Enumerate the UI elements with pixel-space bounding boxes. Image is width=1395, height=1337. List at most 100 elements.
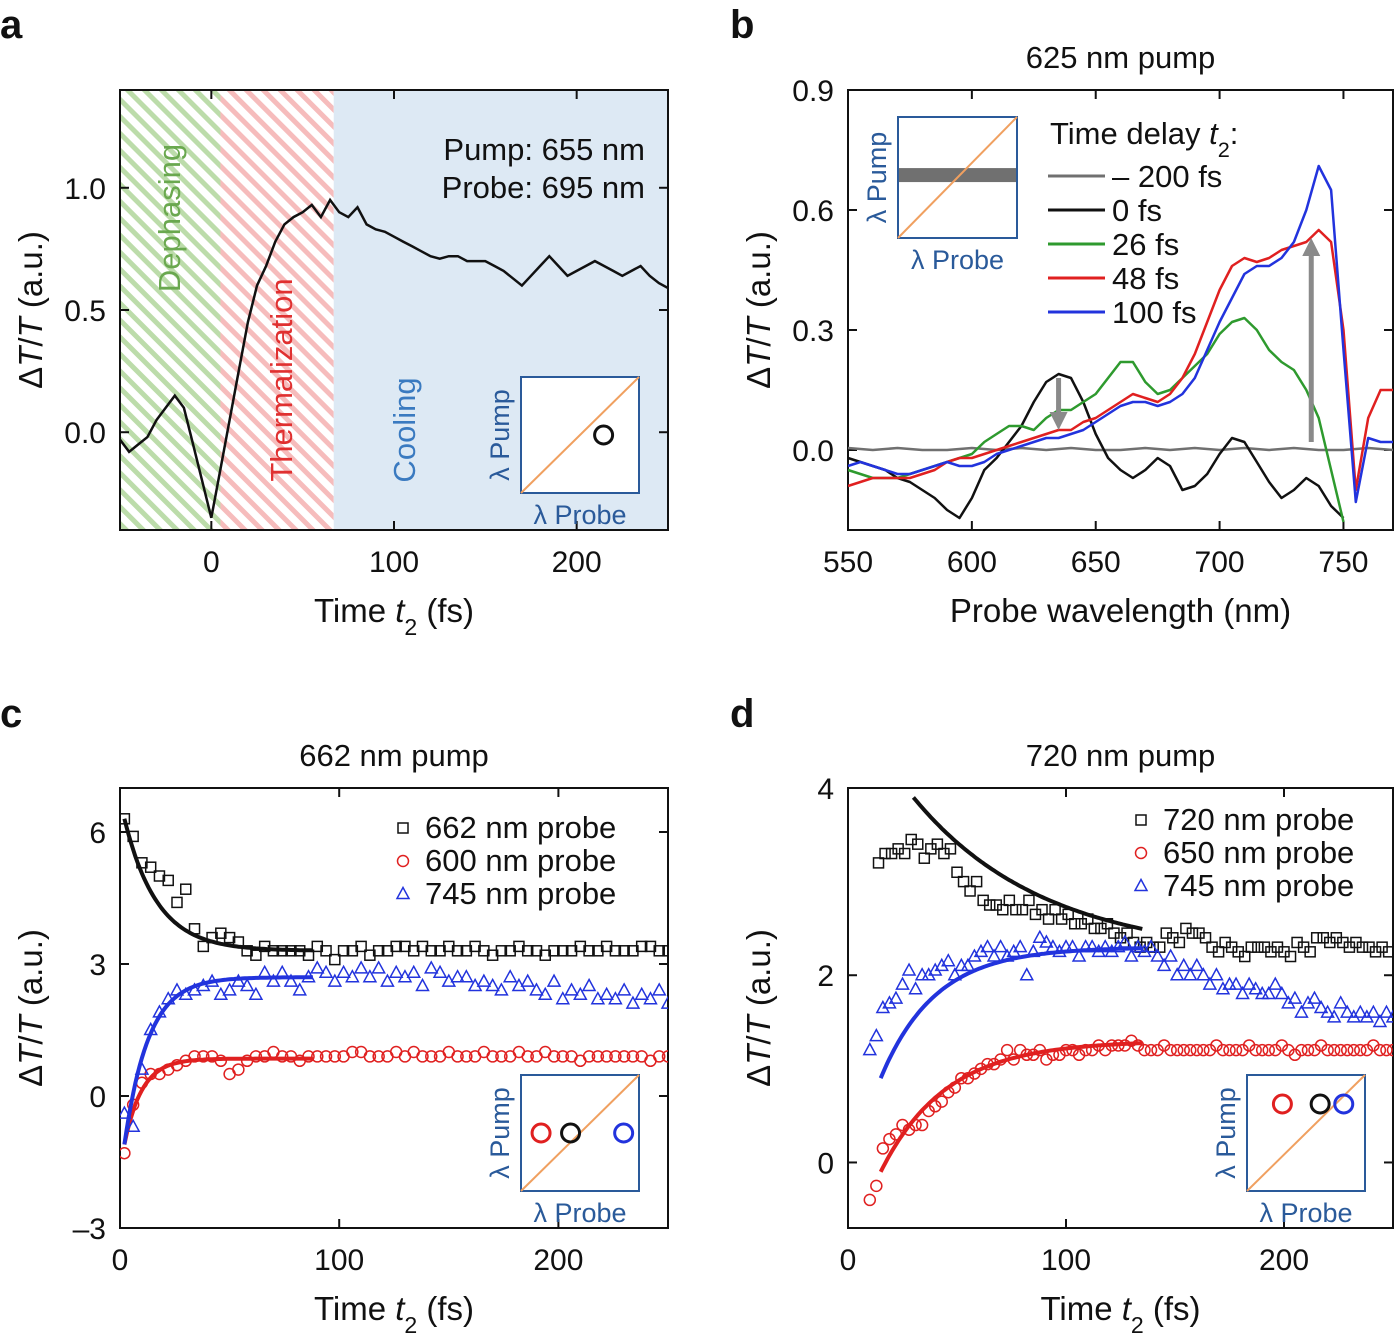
data-point-triangle — [1313, 999, 1329, 1014]
data-point-triangle — [1320, 1004, 1335, 1018]
data-point-triangle — [546, 973, 562, 987]
data-point-triangle — [1209, 967, 1224, 981]
inset-pump-label: λ Pump — [485, 1087, 515, 1179]
data-point-triangle — [1032, 929, 1048, 944]
y-axis-label-part: T — [12, 1042, 49, 1065]
data-point-square — [1199, 932, 1212, 944]
data-point-circle — [547, 1050, 561, 1063]
data-point-triangle — [1202, 976, 1218, 990]
inset-marker-black — [593, 424, 615, 446]
fit-curve-blue — [878, 946, 1143, 1079]
data-point-circle — [363, 1050, 377, 1063]
data-point-circle — [249, 1050, 263, 1063]
data-point-triangle — [993, 939, 1008, 953]
data-point-square — [1068, 917, 1081, 930]
region-dephasing — [120, 90, 221, 530]
data-point-square — [879, 847, 891, 860]
data-point-triangle — [345, 969, 360, 983]
y-tick-label: 6 — [89, 817, 106, 850]
y-tick-label: –3 — [73, 1213, 106, 1246]
fit-curve-black — [911, 796, 1143, 931]
fit-curve-red — [122, 1056, 313, 1145]
data-point-circle — [955, 1071, 968, 1085]
data-point-triangle — [388, 964, 404, 979]
data-point-square — [1042, 913, 1055, 925]
y-axis-label-part: / — [12, 1035, 49, 1045]
y-axis-label-part: T — [740, 344, 777, 367]
inset-pump-label: λ Pump — [1211, 1087, 1241, 1179]
data-point-triangle — [1268, 976, 1283, 990]
x-tick-label: 0 — [840, 1244, 857, 1277]
data-point-square — [1212, 946, 1225, 958]
y-tick-label: 0.3 — [792, 315, 834, 348]
data-point-triangle — [336, 964, 351, 979]
legend-marker-triangle — [1133, 877, 1149, 892]
data-point-triangle — [869, 1028, 884, 1042]
data-point-square — [1186, 927, 1199, 939]
data-point-circle — [609, 1050, 622, 1063]
data-point-circle — [1144, 1043, 1158, 1057]
x-axis-label-part: (fs) — [1144, 1290, 1201, 1327]
data-point-square — [548, 945, 560, 957]
data-point-square — [1023, 894, 1035, 907]
data-point-triangle — [875, 999, 891, 1014]
data-point-triangle — [1339, 1004, 1355, 1018]
series-markers-black — [120, 813, 668, 966]
data-point-square — [931, 838, 944, 850]
data-point-square — [320, 945, 332, 957]
data-point-square — [1016, 903, 1029, 916]
y-tick-label: 0.9 — [792, 75, 834, 108]
data-point-triangle — [1379, 1004, 1393, 1018]
x-axis-label-part: Time — [1040, 1290, 1121, 1327]
data-point-triangle — [494, 982, 509, 996]
data-point-circle — [600, 1050, 613, 1063]
data-point-triangle — [1137, 943, 1152, 958]
data-point-triangle — [1182, 967, 1198, 981]
data-point-circle — [232, 1063, 245, 1076]
inset-b: λ Pump λ Probe — [862, 116, 1018, 275]
data-point-triangle — [564, 982, 579, 996]
data-point-triangle — [1130, 939, 1146, 953]
data-point-triangle — [1169, 967, 1185, 981]
data-point-square — [983, 899, 996, 911]
data-point-circle — [1301, 1043, 1315, 1057]
data-point-circle — [416, 1050, 429, 1063]
data-point-triangle — [520, 973, 535, 987]
data-point-triangle — [537, 986, 553, 1001]
data-point-triangle — [1372, 1013, 1388, 1028]
legend-marker-square — [397, 822, 409, 834]
legend-label: 745 nm probe — [1163, 868, 1354, 903]
data-point-square — [144, 861, 157, 873]
data-point-circle — [1223, 1043, 1236, 1057]
data-point-circle — [1177, 1043, 1190, 1057]
region-thermalization — [220, 90, 334, 530]
data-point-square — [1036, 903, 1048, 916]
y-tick-label: 1.0 — [64, 173, 106, 206]
data-point-circle — [302, 1050, 315, 1063]
probe-annotation: Probe: 695 nm — [442, 170, 645, 205]
y-axis-label-part: Δ — [740, 1065, 777, 1087]
data-point-square — [1310, 932, 1323, 944]
data-point-triangle — [555, 991, 571, 1005]
data-point-square — [521, 945, 534, 957]
x-axis-label-part: (fs) — [417, 1290, 474, 1327]
data-point-square — [337, 945, 350, 957]
data-point-circle — [1170, 1043, 1184, 1057]
data-point-square — [180, 883, 192, 895]
data-point-circle — [1340, 1043, 1354, 1057]
fit-curve-black — [122, 818, 313, 953]
y-tick-label: 0 — [89, 1081, 106, 1114]
series-line-gray — [848, 446, 1393, 452]
y-axis-label-part: (a.u.) — [740, 929, 777, 1015]
inset-a: λ Pump λ Probe — [485, 376, 640, 530]
data-point-square — [957, 875, 970, 888]
data-point-triangle — [406, 964, 421, 979]
data-point-square — [329, 953, 341, 966]
chart-title: 720 nm pump — [1026, 738, 1216, 773]
y-tick-label: 0.0 — [792, 435, 834, 468]
x-axis-label-part: (fs) — [417, 592, 474, 629]
